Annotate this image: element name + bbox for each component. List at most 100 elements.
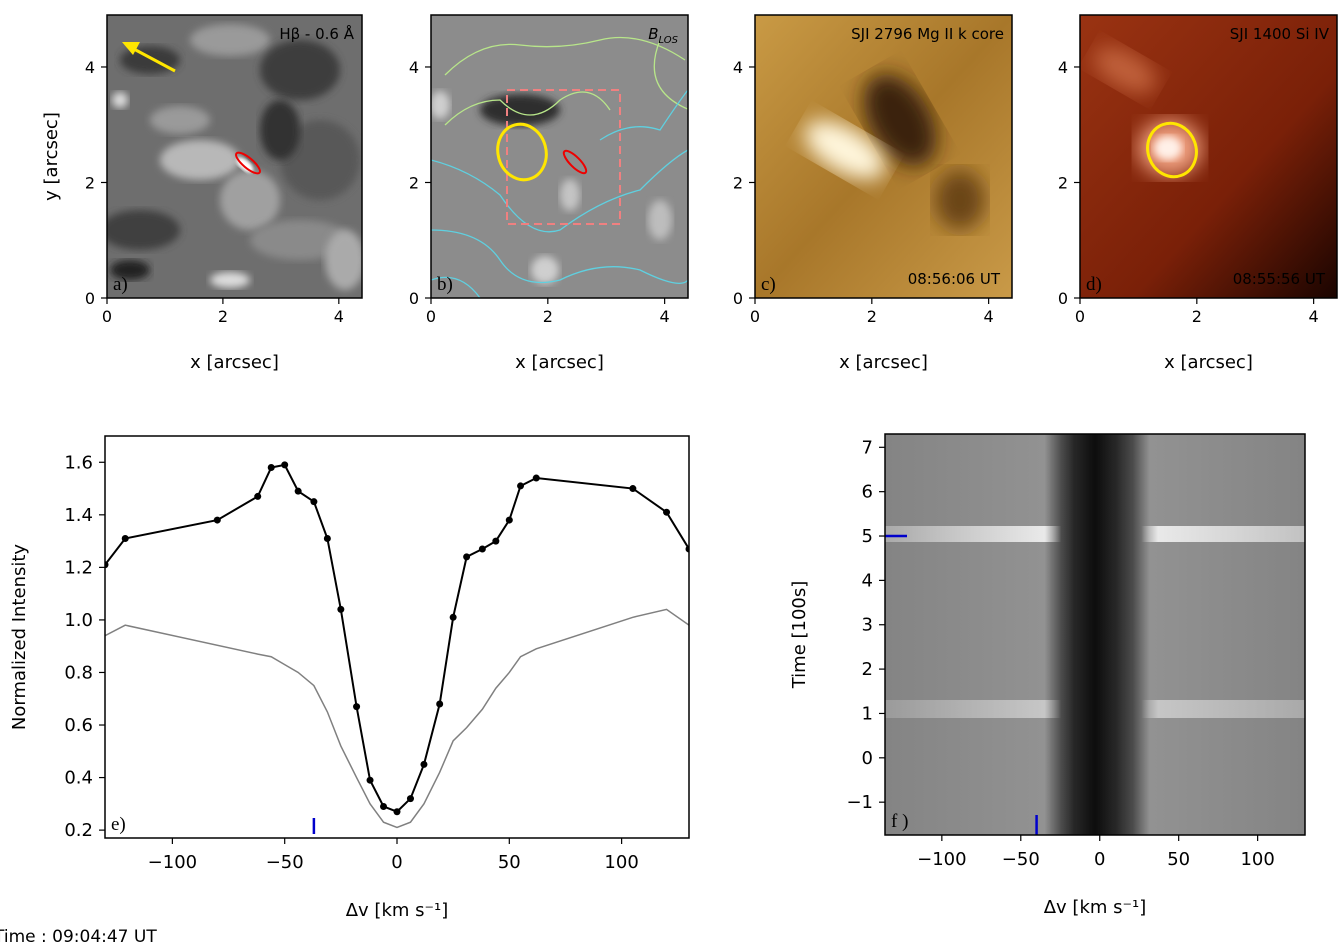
y-tick-label: 0 xyxy=(733,289,743,308)
image-row xyxy=(885,560,1305,569)
x-tick-label: 2 xyxy=(543,307,553,326)
image-row xyxy=(885,767,1305,776)
image-feature xyxy=(190,24,270,56)
point xyxy=(685,545,689,553)
y-tick-label: 0 xyxy=(1058,289,1068,308)
y-tick-label: 6 xyxy=(862,482,873,503)
image-feature xyxy=(863,74,937,166)
y-axis-label: Normalized Intensity xyxy=(9,544,30,730)
panel-title: SJI 2796 Mg II k core xyxy=(851,25,1004,43)
timestamp: 08:55:56 UT xyxy=(1233,270,1326,288)
panel-label: c) xyxy=(761,274,776,295)
y-tick-label: 4 xyxy=(1058,58,1068,77)
image-row xyxy=(885,569,1305,578)
point xyxy=(380,802,388,810)
image-row xyxy=(885,623,1305,632)
image-row xyxy=(885,722,1305,731)
plot-area xyxy=(1080,15,1337,298)
y-axis-label: Time [100s] xyxy=(789,581,810,690)
x-tick-label: 4 xyxy=(1309,307,1319,326)
image-row xyxy=(885,470,1305,479)
x-axis-label: x [arcsec] xyxy=(515,352,604,373)
x-tick-label: 2 xyxy=(867,307,877,326)
point xyxy=(393,808,401,816)
image-row xyxy=(885,614,1305,623)
image-row xyxy=(885,488,1305,497)
y-tick-label: 4 xyxy=(85,58,95,77)
frame xyxy=(104,435,690,839)
y-tick-label: 7 xyxy=(862,437,873,458)
y-tick-label: 4 xyxy=(862,570,873,591)
image-row xyxy=(885,461,1305,470)
image-feature xyxy=(325,230,362,290)
plot-area xyxy=(107,15,362,298)
x-tick-label: 4 xyxy=(660,307,670,326)
image-feature xyxy=(210,272,250,288)
y-tick-label: 1.0 xyxy=(64,610,93,631)
x-axis-label: x [arcsec] xyxy=(190,352,279,373)
point xyxy=(420,760,428,768)
point xyxy=(294,487,302,495)
image-row xyxy=(885,695,1305,704)
point xyxy=(406,795,414,803)
image-row xyxy=(885,542,1305,551)
panel-title: Hβ - 0.6 Å xyxy=(279,24,354,43)
x-tick-label: 0 xyxy=(102,307,112,326)
image-feature xyxy=(480,94,560,126)
panel-label: a) xyxy=(113,274,128,295)
y-tick-label: 5 xyxy=(862,526,873,547)
x-tick-label: 0 xyxy=(1094,849,1105,870)
plot-area xyxy=(105,461,689,829)
timestamp: 08:56:06 UT xyxy=(908,270,1001,288)
point xyxy=(337,605,345,613)
image-row xyxy=(885,479,1305,488)
x-axis-label: Δv [km s⁻¹] xyxy=(1044,897,1147,918)
title-subscript: LOS xyxy=(659,35,679,46)
x-axis-label: Δv [km s⁻¹] xyxy=(346,900,449,921)
point xyxy=(478,545,486,553)
image-feature xyxy=(160,140,240,180)
x-tick-label: 4 xyxy=(334,307,344,326)
point xyxy=(366,776,374,784)
image-feature xyxy=(220,170,280,230)
panel-title: SJI 1400 Si IV xyxy=(1230,25,1330,43)
x-axis-label: x [arcsec] xyxy=(839,352,928,373)
image-row xyxy=(885,776,1305,785)
image-feature xyxy=(260,100,300,160)
point xyxy=(449,613,457,621)
contour xyxy=(1146,121,1198,179)
image-row xyxy=(885,740,1305,749)
y-tick-label: 1.6 xyxy=(64,452,93,473)
point xyxy=(505,516,513,524)
frame xyxy=(754,14,1013,299)
image-feature xyxy=(531,256,559,284)
frame xyxy=(884,433,1306,836)
point xyxy=(281,461,289,469)
image-row xyxy=(885,506,1305,515)
image-background xyxy=(755,15,1012,298)
point xyxy=(492,537,500,545)
image-row xyxy=(885,452,1305,461)
y-tick-label: 0.4 xyxy=(64,768,93,789)
image-row xyxy=(885,515,1305,524)
image-row xyxy=(885,668,1305,677)
panel-label: e) xyxy=(111,814,126,835)
image-feature xyxy=(804,120,886,180)
y-tick-label: 0 xyxy=(862,748,873,769)
image-row xyxy=(885,785,1305,794)
point xyxy=(436,700,444,708)
x-tick-label: 100 xyxy=(604,852,638,873)
x-tick-label: 2 xyxy=(1192,307,1202,326)
arrow-head xyxy=(122,42,140,55)
x-tick-label: −50 xyxy=(266,852,304,873)
panel-label: b) xyxy=(437,274,453,295)
y-tick-label: 3 xyxy=(862,615,873,636)
y-tick-label: 1.4 xyxy=(64,505,93,526)
image-row xyxy=(885,605,1305,614)
x-tick-label: 100 xyxy=(1240,849,1274,870)
panel-label: d) xyxy=(1086,274,1102,295)
image-feature xyxy=(280,120,360,200)
y-axis-label: y [arcsec] xyxy=(41,112,62,201)
line xyxy=(105,608,689,829)
